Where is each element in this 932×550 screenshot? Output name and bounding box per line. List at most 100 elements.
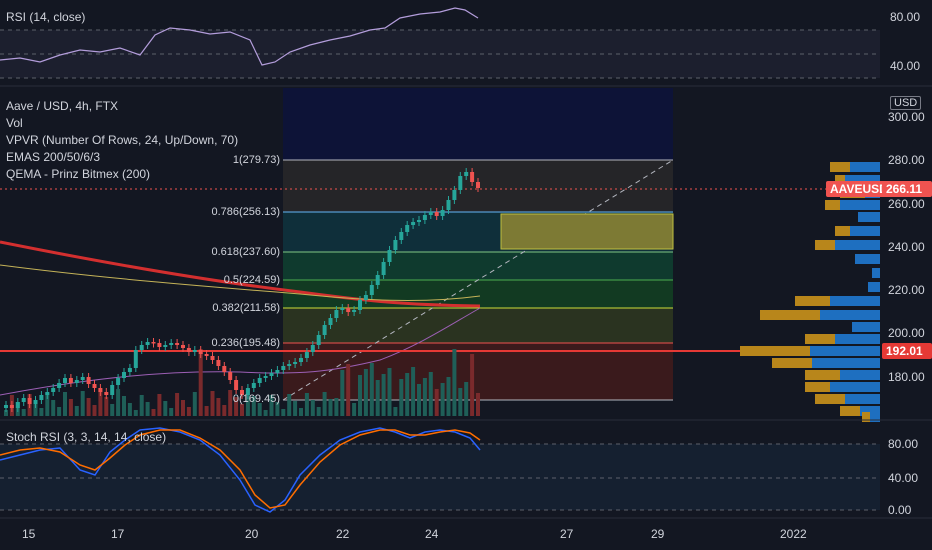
vpvr-legend[interactable]: VPVR (Number Of Rows, 24, Up/Down, 70) bbox=[6, 133, 239, 147]
candle-body bbox=[9, 405, 14, 408]
volume-profile-down bbox=[840, 406, 860, 416]
volume-profile-up bbox=[850, 226, 880, 236]
candle-body bbox=[263, 376, 268, 378]
candle-body bbox=[104, 392, 109, 395]
time-axis-2022: 2022 bbox=[780, 527, 807, 541]
volume-bar bbox=[192, 392, 197, 416]
volume-bar bbox=[452, 349, 457, 416]
vol-legend[interactable]: Vol bbox=[6, 116, 23, 130]
volume-bar bbox=[245, 389, 250, 416]
volume-bar bbox=[240, 404, 244, 416]
price-axis-200: 200.00 bbox=[888, 326, 925, 340]
candle-body bbox=[51, 388, 56, 392]
time-axis-20: 20 bbox=[245, 527, 259, 541]
time-axis-29: 29 bbox=[651, 527, 665, 541]
fib-label-0618: 0.618(237.60) bbox=[211, 246, 281, 258]
volume-profile-up bbox=[845, 175, 880, 185]
candle-body bbox=[145, 342, 150, 345]
volume-profile-down bbox=[760, 310, 820, 320]
volume-bar bbox=[316, 407, 321, 416]
volume-bar bbox=[275, 402, 280, 416]
rsi-axis-80: 80.00 bbox=[890, 10, 921, 24]
candle-body bbox=[80, 377, 85, 380]
volume-bar bbox=[358, 375, 362, 416]
volume-bar bbox=[139, 395, 144, 416]
candle-body bbox=[98, 388, 103, 392]
time-axis-27: 27 bbox=[560, 527, 574, 541]
candle-body bbox=[68, 378, 73, 383]
volume-bar bbox=[104, 397, 109, 416]
price-axis-180: 180.00 bbox=[888, 370, 925, 384]
volume-bar bbox=[92, 405, 97, 416]
fib-retracement[interactable] bbox=[282, 88, 674, 401]
volume-bar bbox=[387, 368, 392, 416]
volume-bar bbox=[375, 380, 380, 416]
volume-profile-up bbox=[835, 240, 880, 250]
candle-body bbox=[417, 220, 421, 222]
qema-legend[interactable]: QEMA - Prinz Bitmex (200) bbox=[6, 167, 151, 181]
candle-body bbox=[169, 343, 174, 345]
volume-bar bbox=[476, 393, 480, 416]
candle-body bbox=[458, 176, 463, 190]
volume-profile-down bbox=[825, 200, 840, 210]
volume-bar bbox=[411, 367, 416, 416]
volume-profile-down bbox=[805, 334, 835, 344]
candle-body bbox=[228, 372, 233, 380]
ema200-line bbox=[0, 240, 481, 308]
fib-label-1: 1(279.73) bbox=[232, 154, 280, 166]
candle-body bbox=[86, 377, 91, 384]
candle-body bbox=[446, 200, 451, 210]
candle-body bbox=[110, 385, 115, 395]
candle-body bbox=[133, 350, 138, 368]
volume-bar bbox=[39, 408, 44, 416]
rsi-pane-label[interactable]: RSI (14, close) bbox=[6, 10, 86, 24]
last-price-badge: 266.11 bbox=[882, 181, 932, 197]
volume-profile-up bbox=[845, 394, 880, 404]
volume-profile-up bbox=[868, 282, 880, 292]
candle-body bbox=[21, 398, 26, 402]
volume-profile-up bbox=[810, 346, 880, 356]
stoch-axis-40: 40.00 bbox=[888, 471, 919, 485]
stoch-pane-label[interactable]: Stoch RSI (3, 3, 14, 14, close) bbox=[6, 430, 167, 444]
time-axis-22: 22 bbox=[336, 527, 350, 541]
candle-body bbox=[322, 325, 327, 335]
price-axis-240: 240.00 bbox=[888, 240, 925, 254]
volume-bar bbox=[116, 389, 121, 416]
volume-bar bbox=[434, 389, 439, 416]
candle-body bbox=[304, 352, 309, 358]
candle-body bbox=[334, 310, 339, 318]
candle-body bbox=[222, 366, 227, 372]
volume-bar bbox=[110, 404, 115, 416]
candle-body bbox=[328, 318, 333, 325]
volume-bar bbox=[21, 409, 26, 416]
qema-line bbox=[0, 307, 481, 396]
volume-bar bbox=[133, 410, 138, 416]
level-price-badge: 192.01 bbox=[882, 343, 932, 359]
volume-bar bbox=[428, 372, 433, 416]
candle-body bbox=[470, 172, 475, 182]
candle-body bbox=[163, 345, 168, 347]
volume-bar bbox=[322, 392, 327, 416]
price-axis-220: 220.00 bbox=[888, 283, 925, 297]
candle-body bbox=[363, 295, 368, 300]
volume-bar bbox=[257, 403, 262, 416]
candle-body bbox=[257, 378, 262, 383]
time-axis-15: 15 bbox=[22, 527, 36, 541]
currency-button[interactable]: USD bbox=[890, 96, 922, 110]
volume-profile-up bbox=[858, 212, 880, 222]
volume-bar bbox=[464, 382, 469, 416]
volume-profile-up bbox=[820, 310, 880, 320]
volume-bar bbox=[251, 396, 256, 416]
symbol-legend[interactable]: Aave / USD, 4h, FTX bbox=[6, 99, 119, 113]
highlight-zone[interactable] bbox=[500, 213, 674, 250]
volume-profile-up bbox=[840, 370, 880, 380]
volume-profile-up bbox=[850, 162, 880, 172]
emas-legend[interactable]: EMAS 200/50/6/3 bbox=[6, 150, 101, 164]
candle-body bbox=[251, 383, 256, 388]
volume-bar bbox=[446, 377, 451, 416]
fib-label-0786: 0.786(256.13) bbox=[211, 206, 281, 218]
volume-bar bbox=[281, 409, 286, 416]
volume-bar bbox=[287, 394, 292, 416]
candle-body bbox=[340, 308, 345, 310]
